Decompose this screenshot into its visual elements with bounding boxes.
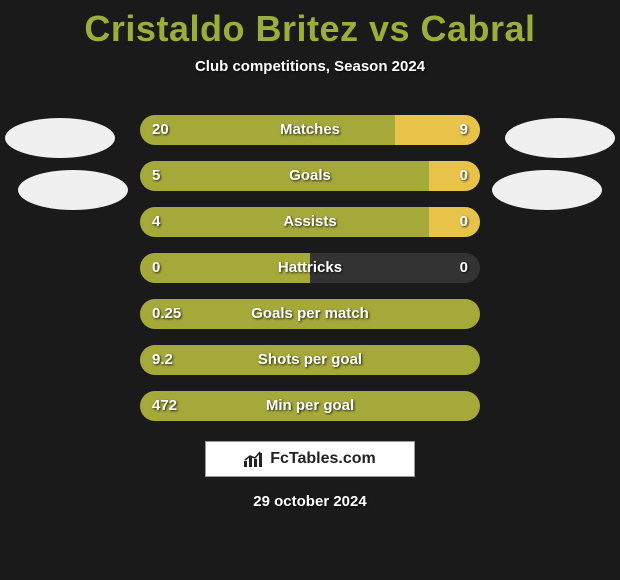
comparison-row: Min per goal472 — [140, 391, 480, 421]
comparison-row: Shots per goal9.2 — [140, 345, 480, 375]
player1-value: 4 — [152, 207, 160, 237]
player1-value: 5 — [152, 161, 160, 191]
stat-label: Goals — [140, 161, 480, 191]
player2-value: 9 — [460, 115, 468, 145]
stat-label: Min per goal — [140, 391, 480, 421]
player2-value: 0 — [460, 161, 468, 191]
player1-value: 0 — [152, 253, 160, 283]
chart-icon — [244, 451, 264, 467]
player1-value: 472 — [152, 391, 177, 421]
comparison-row: Goals per match0.25 — [140, 299, 480, 329]
player2-avatar-placeholder-secondary — [492, 170, 602, 210]
branding-badge: FcTables.com — [205, 441, 415, 477]
comparison-row: Assists4 0 — [140, 207, 480, 237]
stat-label: Hattricks — [140, 253, 480, 283]
stat-label: Assists — [140, 207, 480, 237]
branding-text: FcTables.com — [270, 450, 376, 468]
stat-label: Matches — [140, 115, 480, 145]
player1-value: 9.2 — [152, 345, 173, 375]
page-title: Cristaldo Britez vs Cabral — [0, 0, 620, 50]
snapshot-date: 29 october 2024 — [0, 493, 620, 510]
comparison-rows: Matches209Goals50Assists40Hattricks00Goa… — [140, 115, 480, 421]
comparison-row: Hattricks0 0 — [140, 253, 480, 283]
stat-label: Goals per match — [140, 299, 480, 329]
player1-value: 20 — [152, 115, 169, 145]
player1-avatar-placeholder-secondary — [18, 170, 128, 210]
player2-avatar-placeholder — [505, 118, 615, 158]
player2-value: 0 — [460, 207, 468, 237]
comparison-row: Matches20 9 — [140, 115, 480, 145]
player1-value: 0.25 — [152, 299, 181, 329]
player2-value: 0 — [460, 253, 468, 283]
page-subtitle: Club competitions, Season 2024 — [0, 58, 620, 75]
comparison-row: Goals5 0 — [140, 161, 480, 191]
stat-label: Shots per goal — [140, 345, 480, 375]
player1-avatar-placeholder — [5, 118, 115, 158]
